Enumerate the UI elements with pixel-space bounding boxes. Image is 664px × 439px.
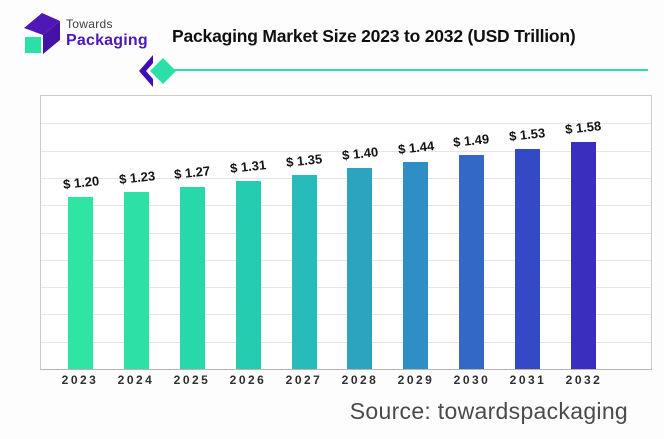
bar-value-label: $ 1.58 (564, 118, 602, 137)
x-tick-label: 2026 (229, 373, 267, 387)
gridline (41, 205, 651, 207)
x-tick-label: 2028 (341, 373, 379, 387)
gridline (41, 314, 651, 316)
bar-value-label: $ 1.20 (62, 172, 100, 192)
bar-group: $ 1.23 (109, 96, 165, 369)
x-tick-label: 2032 (565, 373, 603, 387)
bar-group: $ 1.35 (276, 96, 332, 369)
bar (347, 167, 373, 369)
bar-value-label: $ 1.44 (396, 138, 435, 157)
bar (514, 149, 540, 369)
bar-group: $ 1.58 (555, 96, 611, 369)
bar-group: $ 1.20 (53, 96, 109, 369)
logo-cube-icon (24, 13, 60, 54)
x-axis-row: 2023 2024 2025 2026 2027 2028 2029 2030 2031 2032 (40, 373, 652, 387)
bar (235, 180, 261, 369)
chart-panel: $ 1.20 $ 1.23 $ 1.27 $ 1.31 $ 1.35 $ 1.40 $ 1.… (40, 95, 652, 370)
bar (291, 175, 317, 369)
x-tick-label: 2030 (453, 373, 491, 387)
bar-group: $ 1.40 (332, 96, 388, 369)
bar-value-label: $ 1.31 (229, 156, 268, 176)
x-tick-label: 2024 (117, 373, 155, 387)
bar-group: $ 1.53 (499, 96, 555, 369)
bar-group: $ 1.31 (220, 96, 276, 369)
bar-value-label: $ 1.53 (508, 125, 547, 145)
bar-value-label: $ 1.49 (452, 131, 491, 150)
bar (403, 162, 429, 369)
gridline (41, 287, 651, 289)
page-title: Packaging Market Size 2023 to 2032 (USD … (172, 26, 576, 46)
bar-group: $ 1.27 (165, 96, 221, 369)
x-tick-label: 2027 (285, 373, 323, 387)
bar (570, 141, 596, 369)
bar-group: $ 1.44 (388, 96, 444, 369)
bar (68, 196, 94, 369)
bar-value-label: $ 1.23 (117, 168, 156, 188)
gridline (41, 341, 651, 343)
gridline (41, 177, 651, 179)
bar (179, 186, 205, 369)
source-text: Source: towardspackaging (349, 398, 628, 424)
gridline (41, 150, 651, 152)
x-tick-label: 2025 (173, 373, 211, 387)
chevron-diamond-icon (139, 55, 176, 87)
bar-group: $ 1.49 (444, 96, 500, 369)
bar (458, 154, 484, 369)
logo-packaging-text: Packaging (66, 31, 148, 49)
bar-value-label: $ 1.27 (173, 162, 212, 182)
bar-value-label: $ 1.40 (341, 144, 379, 163)
x-tick-label: 2029 (397, 373, 435, 387)
gridline (41, 123, 651, 125)
x-tick-label: 2023 (61, 373, 99, 387)
bar-value-label: $ 1.35 (285, 151, 323, 170)
logo: Towards Packaging (22, 10, 148, 56)
gridline (41, 259, 651, 261)
gridline (41, 232, 651, 234)
bar (124, 192, 150, 369)
bars-row: $ 1.20 $ 1.23 $ 1.27 $ 1.31 $ 1.35 $ 1.40 $ 1.… (41, 96, 651, 369)
x-tick-label: 2031 (509, 373, 547, 387)
title-underline (168, 69, 648, 71)
logo-towards-text: Towards (66, 17, 113, 31)
